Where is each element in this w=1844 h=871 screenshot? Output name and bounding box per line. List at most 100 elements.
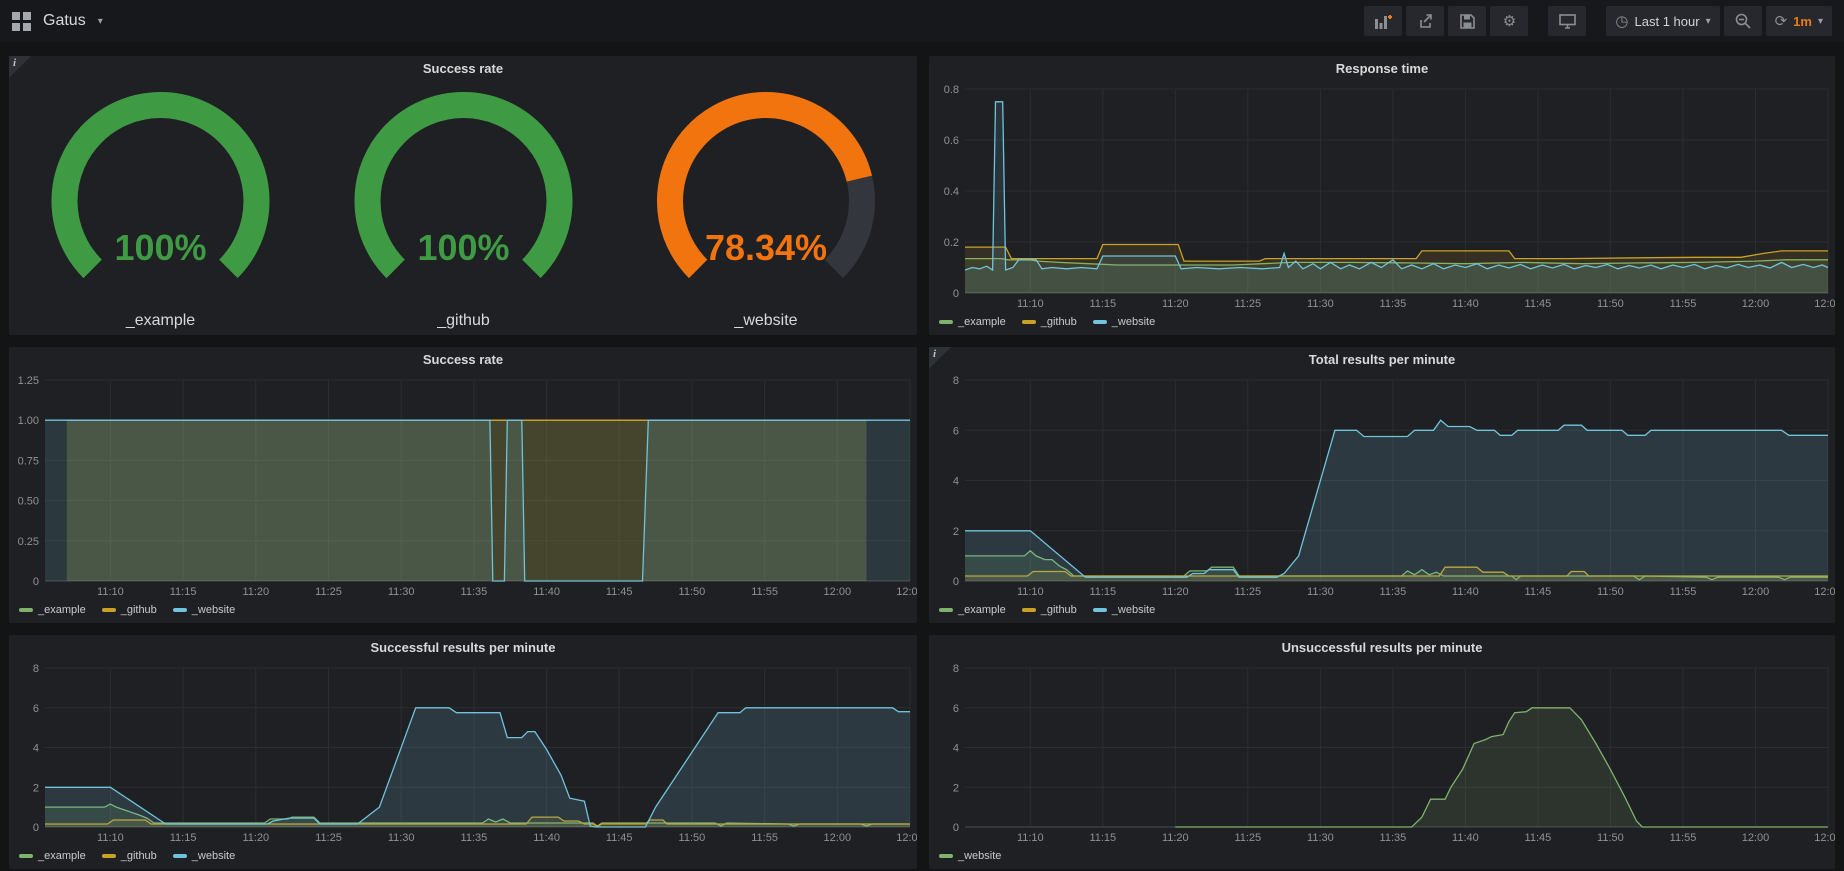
svg-text:11:20: 11:20 [1162,298,1189,310]
chart-legend: _example _github _website [19,599,235,621]
svg-text:12:05: 12:05 [896,586,917,598]
grafana-menu-icon[interactable] [12,12,31,31]
svg-text:0: 0 [953,288,959,300]
chevron-down-icon[interactable]: ▾ [98,16,103,27]
legend-item[interactable]: _website [1093,316,1155,328]
panel-total-results: i Total results per minute 11:10 11:15 11:… [929,347,1835,623]
svg-text:8: 8 [953,375,959,387]
svg-text:11:45: 11:45 [1525,298,1552,310]
unsuccessful-results-chart[interactable]: 11:1011:1511:2011:2511:3011:3511:4011:45… [929,661,1835,845]
panel-title[interactable]: Success rate [9,347,917,373]
svg-text:11:45: 11:45 [606,832,633,844]
legend-swatch [1093,608,1107,612]
cycle-view-button[interactable] [1548,6,1586,36]
svg-text:11:25: 11:25 [1234,586,1261,598]
svg-text:11:25: 11:25 [315,586,342,598]
legend-item[interactable]: _github [102,604,157,616]
svg-text:2: 2 [953,526,959,538]
svg-text:1.25: 1.25 [18,375,39,387]
svg-text:0.50: 0.50 [18,496,39,508]
chart-legend: _website [939,845,1001,867]
response-time-chart[interactable]: 11:1011:1511:2011:2511:3011:3511:4011:45… [929,82,1835,311]
legend-item[interactable]: _website [173,604,235,616]
svg-text:8: 8 [953,663,959,675]
legend-item[interactable]: _example [19,604,86,616]
svg-text:11:45: 11:45 [1525,832,1552,844]
panel-title[interactable]: Response time [929,56,1835,82]
svg-text:0.75: 0.75 [18,455,39,467]
svg-text:11:35: 11:35 [1380,298,1407,310]
svg-text:4: 4 [953,476,959,488]
svg-text:0: 0 [33,576,39,588]
svg-text:12:05: 12:05 [1814,586,1835,598]
svg-text:11:55: 11:55 [1670,298,1697,310]
zoom-out-icon [1735,13,1751,29]
svg-text:11:50: 11:50 [679,586,706,598]
refresh-icon: ⟳ [1775,14,1788,29]
panel-title[interactable]: Unsuccessful results per minute [929,635,1835,661]
settings-button[interactable]: ⚙ [1490,6,1528,36]
legend-item[interactable]: _example [939,316,1006,328]
successful-results-chart[interactable]: 11:1011:1511:2011:2511:3011:3511:4011:45… [9,661,917,845]
panel-title[interactable]: Successful results per minute [9,635,917,661]
svg-text:12:00: 12:00 [824,586,852,598]
svg-text:11:40: 11:40 [1452,586,1479,598]
svg-text:11:30: 11:30 [388,832,415,844]
chart-legend: _example _github _website [19,845,235,867]
panel-success-rate-graph: Success rate 11:1011:1511:2011:2511:3011… [9,347,917,623]
panel-unsuccessful-results: Unsuccessful results per minute 11:1011:… [929,635,1835,869]
panel-title[interactable]: Total results per minute [929,347,1835,373]
panel-info-icon[interactable]: i [9,56,31,78]
svg-text:11:15: 11:15 [170,586,197,598]
total-results-chart[interactable]: 11:1011:1511:2011:2511:3011:3511:4011:45… [929,373,1835,599]
time-range-button[interactable]: ◷ Last 1 hour ▾ [1606,6,1719,36]
svg-text:11:40: 11:40 [533,832,560,844]
legend-item[interactable]: _github [102,850,157,862]
panel-success-rate-gauges: i Success rate 100%_example 100%_github … [9,56,917,335]
svg-text:11:55: 11:55 [1670,832,1697,844]
panel-info-icon[interactable]: i [929,347,951,369]
legend-item[interactable]: _github [1022,316,1077,328]
legend-swatch [939,854,953,858]
refresh-button[interactable]: ⟳ 1m ▾ [1766,6,1832,36]
legend-item[interactable]: _github [1022,604,1077,616]
dashboard-title[interactable]: Gatus [43,12,86,30]
save-button[interactable] [1448,6,1486,36]
legend-item[interactable]: _example [19,850,86,862]
gauge-label: _website [733,312,797,329]
gauge-value: 100% [114,227,206,268]
svg-text:11:30: 11:30 [1307,586,1334,598]
legend-item[interactable]: _website [1093,604,1155,616]
svg-text:11:10: 11:10 [1017,586,1044,598]
svg-text:11:30: 11:30 [1307,832,1334,844]
svg-text:11:55: 11:55 [1670,586,1697,598]
svg-text:0.2: 0.2 [944,237,959,249]
share-button[interactable] [1406,6,1444,36]
svg-text:0: 0 [33,822,39,834]
legend-item[interactable]: _example [939,604,1006,616]
svg-text:2: 2 [953,782,959,794]
svg-text:12:05: 12:05 [1814,298,1835,310]
chart-legend: _example _github _website [939,599,1155,621]
legend-item[interactable]: _website [939,850,1001,862]
svg-text:11:50: 11:50 [1597,298,1624,310]
svg-text:6: 6 [953,425,959,437]
legend-item[interactable]: _website [173,850,235,862]
zoom-out-button[interactable] [1724,6,1762,36]
gauge-row: 100%_example 100%_github 78.34%_website [9,82,917,335]
svg-text:11:15: 11:15 [1089,586,1116,598]
gauge-label: _example [125,312,195,329]
svg-text:11:15: 11:15 [170,832,197,844]
gauge-github: 100%_github [312,82,615,335]
panel-title[interactable]: Success rate [9,56,917,82]
svg-text:0: 0 [953,576,959,588]
bar-chart-icon [1375,14,1392,29]
navbar: Gatus ▾ ⚙ [0,0,1844,42]
success-rate-chart[interactable]: 11:1011:1511:2011:2511:3011:3511:4011:45… [9,373,917,599]
svg-text:11:15: 11:15 [1089,832,1116,844]
gear-icon: ⚙ [1503,14,1516,29]
legend-swatch [1022,608,1036,612]
svg-text:11:45: 11:45 [1525,586,1552,598]
svg-text:11:40: 11:40 [533,586,560,598]
add-panel-button[interactable] [1364,6,1402,36]
